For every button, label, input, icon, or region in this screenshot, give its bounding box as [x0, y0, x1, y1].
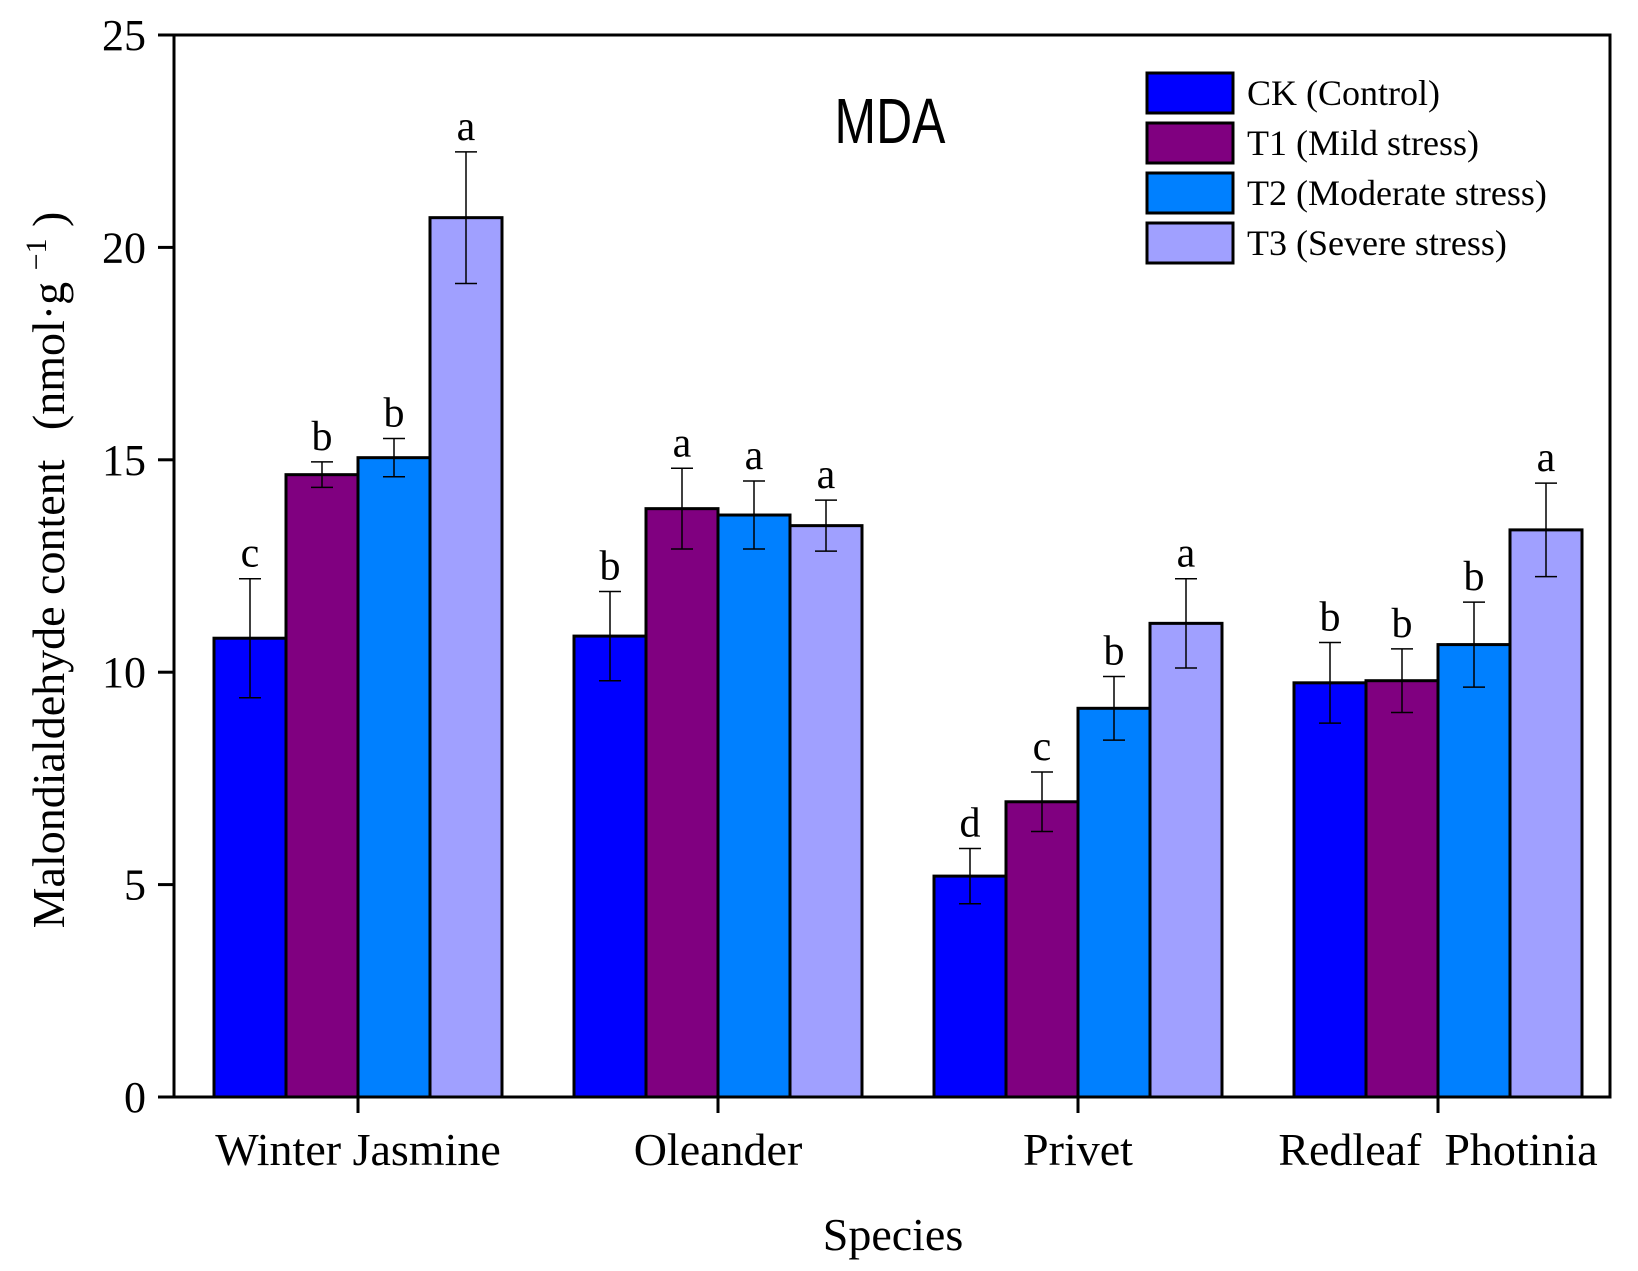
labels-layer: c b b a b a a a d c b a b b b a 0 5 10 15 20 25 Winter Jasmine… — [102, 11, 1598, 1175]
bar-0-0 — [212, 636, 288, 1099]
chart-title: MDA — [835, 86, 947, 157]
x-tick-label-0: Winter Jasmine — [215, 1124, 501, 1175]
y-axis-label-unit-exp: −1 — [20, 238, 53, 270]
significance-letter-3-2: b — [1464, 554, 1485, 600]
significance-letter-1-1: a — [673, 420, 692, 466]
bar-0-3 — [428, 216, 504, 1099]
significance-letter-0-1: b — [312, 414, 333, 460]
y-tick-label-5: 25 — [102, 11, 146, 60]
significance-letter-3-1: b — [1392, 601, 1413, 647]
legend: CK (Control) T1 (Mild stress) T2 (Moderate… — [1145, 71, 1547, 265]
axes-layer — [158, 33, 1612, 1113]
bar-1-1 — [644, 507, 720, 1099]
bar-3-3 — [1508, 528, 1584, 1099]
significance-letter-0-0: c — [241, 531, 260, 577]
legend-label-0: CK (Control) — [1247, 73, 1440, 113]
x-tick-label-2: Privet — [1023, 1124, 1133, 1175]
bar-1-3 — [788, 524, 864, 1099]
y-axis-label-unit-close: ) — [23, 212, 74, 227]
bar-2-0 — [932, 874, 1008, 1099]
legend-swatch-3 — [1145, 221, 1235, 265]
significance-letter-2-2: b — [1104, 628, 1125, 674]
legend-swatch-0 — [1145, 71, 1235, 115]
legend-label-3: T3 (Severe stress) — [1247, 223, 1507, 263]
bar-1-2 — [716, 513, 792, 1099]
bar-3-0 — [1292, 681, 1368, 1099]
significance-letter-0-3: a — [457, 104, 476, 150]
y-tick-label-0: 0 — [124, 1073, 146, 1122]
legend-label-1: T1 (Mild stress) — [1247, 123, 1479, 163]
bar-0-2 — [356, 456, 432, 1099]
y-tick-label-4: 20 — [102, 223, 146, 272]
bar-2-2 — [1076, 706, 1152, 1099]
y-axis-label-main: Malondialdehyde content — [23, 459, 74, 928]
significance-letter-3-3: a — [1537, 435, 1556, 481]
legend-label-2: T2 (Moderate stress) — [1247, 173, 1547, 213]
bar-1-0 — [572, 634, 648, 1099]
legend-swatch-1 — [1145, 121, 1235, 165]
bar-2-3 — [1148, 621, 1224, 1099]
bar-2-1 — [1004, 800, 1080, 1099]
y-tick-label-1: 5 — [124, 861, 146, 910]
y-axis-label: Malondialdehyde content (nmol·g −1 ) — [5, 212, 74, 929]
significance-letter-3-0: b — [1320, 594, 1341, 640]
x-tick-label-1: Oleander — [634, 1124, 803, 1175]
bars-layer — [212, 151, 1584, 1099]
bar-3-1 — [1364, 679, 1440, 1099]
x-tick-label-3: Redleaf Photinia — [1278, 1124, 1597, 1175]
significance-letter-2-1: c — [1033, 724, 1052, 770]
y-tick-label-3: 15 — [102, 436, 146, 485]
bar-0-1 — [284, 473, 360, 1099]
significance-letter-0-2: b — [384, 391, 405, 437]
significance-letter-1-3: a — [817, 452, 836, 498]
plot-frame — [172, 33, 1612, 1099]
y-tick-label-2: 10 — [102, 648, 146, 697]
significance-letter-1-2: a — [745, 433, 764, 479]
significance-letter-1-0: b — [600, 543, 621, 589]
x-axis-label: Species — [823, 1209, 964, 1260]
legend-swatch-2 — [1145, 171, 1235, 215]
y-axis-label-unit: (nmol·g — [23, 282, 74, 430]
bar-3-2 — [1436, 643, 1512, 1099]
significance-letter-2-3: a — [1177, 531, 1196, 577]
significance-letter-2-0: d — [960, 800, 981, 846]
